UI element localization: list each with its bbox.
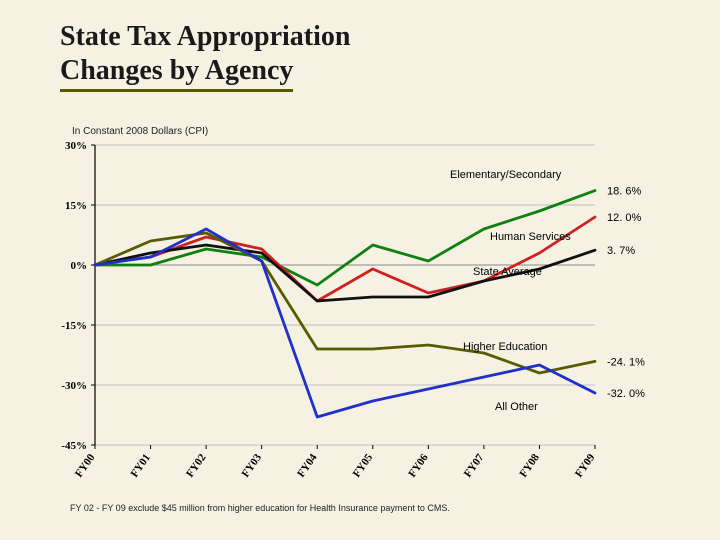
svg-text:FY01: FY01	[128, 452, 153, 480]
svg-text:15%: 15%	[65, 200, 87, 212]
svg-text:-15%: -15%	[61, 320, 87, 332]
svg-text:3. 7%: 3. 7%	[607, 245, 635, 257]
svg-text:FY04: FY04	[295, 451, 320, 479]
svg-text:-45%: -45%	[61, 440, 87, 452]
svg-text:12. 0%: 12. 0%	[607, 212, 641, 224]
slide: State Tax Appropriation Changes by Agenc…	[0, 0, 720, 540]
footnote: FY 02 - FY 09 exclude $45 million from h…	[70, 503, 450, 513]
svg-text:0%: 0%	[71, 260, 88, 272]
svg-text:All Other: All Other	[495, 401, 538, 413]
svg-text:30%: 30%	[65, 140, 87, 152]
svg-text:FY00: FY00	[73, 451, 98, 479]
svg-text:FY06: FY06	[406, 451, 431, 479]
line-chart: 30%15%0%-15%-30%-45%FY00FY01FY02FY03FY04…	[55, 135, 665, 470]
svg-text:-32. 0%: -32. 0%	[607, 388, 645, 400]
svg-text:18. 6%: 18. 6%	[607, 186, 641, 198]
svg-text:FY03: FY03	[240, 451, 265, 479]
svg-text:FY08: FY08	[517, 451, 542, 479]
svg-text:FY09: FY09	[573, 451, 598, 479]
svg-text:Elementary/Secondary: Elementary/Secondary	[450, 169, 562, 181]
svg-text:FY05: FY05	[351, 451, 376, 479]
svg-text:FY07: FY07	[462, 451, 487, 479]
svg-text:-24. 1%: -24. 1%	[607, 356, 645, 368]
title-line1: State Tax Appropriation	[60, 20, 350, 54]
chart-subtitle: In Constant 2008 Dollars (CPI)	[72, 126, 208, 137]
svg-text:FY02: FY02	[184, 451, 209, 479]
svg-text:Higher Education: Higher Education	[463, 341, 547, 353]
title-line2: Changes by Agency	[60, 54, 293, 93]
slide-title: State Tax Appropriation Changes by Agenc…	[60, 20, 350, 92]
svg-text:-30%: -30%	[61, 380, 87, 392]
svg-text:State Average: State Average	[473, 266, 542, 278]
svg-text:Human Services: Human Services	[490, 231, 571, 243]
